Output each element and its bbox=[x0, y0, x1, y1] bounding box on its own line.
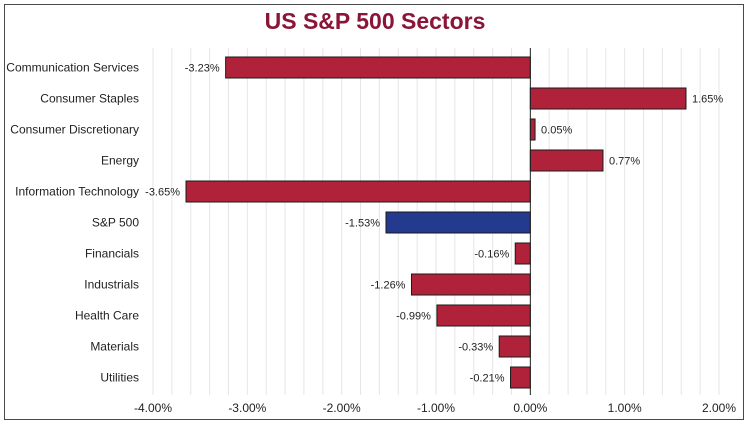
data-labels: -3.23% 1.65% 0.05% 0.77% -3.65% -1.53% -0.16% -… bbox=[145, 63, 723, 385]
category-label: Financials bbox=[85, 247, 139, 261]
category-label: Consumer Staples bbox=[40, 92, 139, 106]
data-label: -1.53% bbox=[345, 218, 380, 230]
data-label: 0.77% bbox=[609, 156, 640, 168]
x-tick-label: 2.00% bbox=[702, 401, 736, 415]
x-tick-label: 1.00% bbox=[608, 401, 642, 415]
category-label: Energy bbox=[101, 154, 139, 168]
category-label: Consumer Discretionary bbox=[10, 123, 139, 137]
category-label: Industrials bbox=[84, 278, 139, 292]
data-label: -0.16% bbox=[474, 249, 509, 261]
bar bbox=[529, 149, 604, 172]
x-tick-label: 0.00% bbox=[513, 401, 547, 415]
x-axis-ticks: -4.00% -3.00% -2.00% -1.00% 0.00% 1.00% 2.00% bbox=[134, 401, 736, 415]
data-label: -0.99% bbox=[396, 311, 431, 323]
bar bbox=[510, 366, 531, 389]
x-tick-label: -1.00% bbox=[417, 401, 455, 415]
category-label: S&P 500 bbox=[92, 216, 139, 230]
data-label: -3.65% bbox=[145, 187, 180, 199]
bar bbox=[410, 273, 531, 296]
category-labels: Communication Services Consumer Staples Co… bbox=[6, 61, 139, 385]
data-label: -0.33% bbox=[458, 342, 493, 354]
data-label: -0.21% bbox=[470, 373, 505, 385]
data-label: 1.65% bbox=[692, 94, 723, 106]
category-label: Materials bbox=[90, 340, 139, 354]
data-label: -1.26% bbox=[371, 280, 406, 292]
bar bbox=[436, 304, 531, 327]
data-label: -3.23% bbox=[185, 63, 220, 75]
category-label: Utilities bbox=[100, 371, 139, 385]
bar-benchmark bbox=[385, 211, 531, 234]
bar bbox=[225, 56, 531, 79]
category-label: Health Care bbox=[75, 309, 139, 323]
x-tick-label: -2.00% bbox=[323, 401, 361, 415]
bar bbox=[185, 180, 531, 203]
bar bbox=[529, 118, 536, 141]
data-label: 0.05% bbox=[541, 125, 572, 137]
bar bbox=[498, 335, 531, 358]
x-tick-label: -4.00% bbox=[134, 401, 172, 415]
bar bbox=[529, 87, 687, 110]
chart-title: US S&P 500 Sectors bbox=[264, 8, 486, 34]
category-label: Communication Services bbox=[6, 61, 139, 75]
category-label: Information Technology bbox=[15, 185, 139, 199]
x-tick-label: -3.00% bbox=[228, 401, 266, 415]
bar bbox=[514, 242, 531, 265]
